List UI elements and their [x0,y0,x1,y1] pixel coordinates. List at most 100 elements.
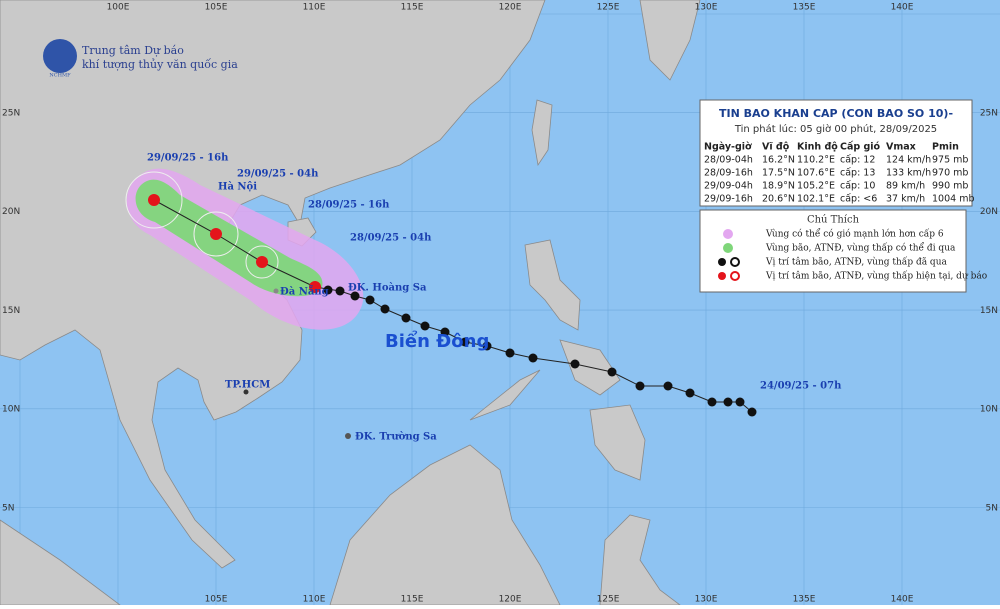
lon-label: 115E [401,3,424,13]
table-cell: 124 km/h [886,155,931,166]
forecast-track [153,199,316,288]
lon-label: 120E [499,595,522,605]
bulletin-panel [699,99,973,207]
cone-zone [135,179,323,297]
time-label: 29/09/25 - 16h [147,153,229,164]
bulletin-box: TIN BAO KHAN CAP (CON BAO SO 10)- Tin ph… [699,99,974,207]
table-cell: 970 mb [932,168,968,179]
table-header: Pmin [932,142,959,153]
lon-label: 125E [597,595,620,605]
time-label: 29/09/25 - 04h [237,169,319,180]
lon-label: 105E [205,3,228,13]
time-label: 24/09/25 - 07h [760,381,842,392]
table-header: Kinh độ [797,142,838,153]
past-symbol [707,397,717,407]
lat-label: 15N [2,306,20,316]
table-cell: cấp: <6 [840,194,877,205]
lat-label: 20N [2,207,20,217]
past-symbol [723,397,733,407]
lon-label: 110E [303,595,326,605]
past-symbol [685,388,695,398]
past-symbol [607,367,617,377]
place-label: ĐK. Trường Sa [355,432,437,443]
lat-label: 10N [980,405,998,415]
table-cell: 107.6°E [797,168,835,179]
legend-swatch [723,243,733,253]
org-name: khí tượng thủy văn quốc gia [82,58,238,71]
legend-title: Chú Thích [807,215,860,226]
time-label: 28/09/25 - 04h [350,233,432,244]
forecast-symbol [256,256,268,268]
logo [43,39,77,73]
table-header: Ngày-giờ [704,142,752,153]
luzon [524,239,581,331]
table-cell: 28/09-04h [704,155,753,166]
radius [245,245,279,279]
past-symbol [735,397,745,407]
lat-label: 5N [2,503,14,513]
past-symbol [570,359,580,369]
past-symbol [420,321,430,331]
table-cell: 37 km/h [886,194,925,205]
past-symbol [635,381,645,391]
past-symbol [528,353,538,363]
mindanao [589,404,646,481]
table-cell: 1004 mb [932,194,974,205]
lon-label: 120E [499,3,522,13]
legend-label: Vùng bão, ATNĐ, vùng thấp có thể đi qua [765,242,956,254]
legend: Chú Thích Vùng có thể có gió mạnh lớn hơ… [699,209,987,293]
past-symbol [460,337,470,347]
sea-label: Biển Đông [385,330,489,352]
city-dot [243,389,249,395]
palawan [469,369,541,421]
radius [193,211,239,257]
table-cell: 17.5°N [762,168,795,179]
past-symbol [380,304,390,314]
island-dot [345,433,351,439]
bulletin-table: Ngày-giờ Vĩ độ Kinh độ Cấp gió Vmax Pmin 28/09… [704,142,974,205]
lon-label: 140E [891,595,914,605]
sulawesi [599,514,682,606]
table-cell: 990 mb [932,181,968,192]
lat-label: 10N [2,405,20,415]
land [0,0,701,606]
time-label: 28/09/25 - 16h [308,200,390,211]
lon-label: 135E [793,595,816,605]
korea-japan [639,0,701,81]
past-symbol [350,291,360,301]
borneo [329,444,561,606]
table-cell: 28/09-16h [704,168,753,179]
forecast-symbol [309,281,321,293]
bulletin-issued: Tin phát lúc: 05 giờ 00 phút, 28/09/2025 [734,123,937,135]
legend-swatch [730,257,740,267]
legend-swatch [730,271,740,281]
past-symbol [482,341,492,351]
legend-swatch [718,258,726,266]
mainland [0,0,546,569]
lat-label: 20N [980,207,998,217]
past-symbol [663,381,673,391]
table-cell: cấp: 12 [840,155,875,166]
table-cell: 20.6°N [762,194,795,205]
table-cell: 18.9°N [762,181,795,192]
table-cell: cấp: 10 [840,181,875,192]
lat-label: 5N [986,503,998,513]
past-symbol [440,327,450,337]
past-symbol [401,313,411,323]
place-label: TP.HCM [225,380,270,391]
table-cell: 105.2°E [797,181,835,192]
lon-label: 105E [205,595,228,605]
table-cell: 975 mb [932,155,968,166]
forecast-symbol [148,194,160,206]
past-symbol [505,348,515,358]
table-header: Vĩ độ [762,142,790,153]
table-cell: 133 km/h [886,168,931,179]
lon-label: 130E [695,595,718,605]
radius [125,171,183,229]
table-header: Cấp gió [840,142,881,153]
bulletin-title: TIN BAO KHAN CAP (CON BAO SO 10)- [719,107,953,120]
org-name: Trung tâm Dự báo [82,44,184,57]
lon-label: 100E [107,3,130,13]
lat-label: 15N [980,306,998,316]
